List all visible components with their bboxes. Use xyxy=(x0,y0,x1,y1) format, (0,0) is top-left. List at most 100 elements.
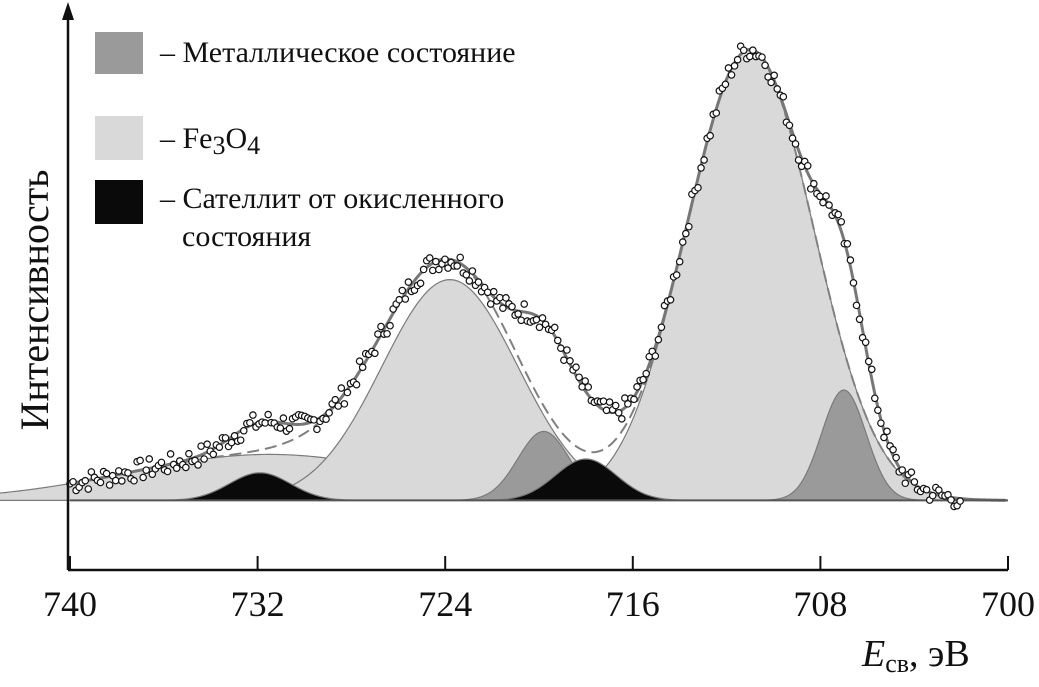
data-point xyxy=(712,109,721,117)
data-point xyxy=(239,426,248,435)
data-point xyxy=(642,369,650,378)
data-point xyxy=(928,491,937,500)
x-axis-label-unit: , эВ xyxy=(909,633,970,675)
data-point xyxy=(575,373,583,382)
data-point xyxy=(456,253,465,262)
data-point xyxy=(145,455,154,463)
data-point xyxy=(374,330,382,338)
data-point xyxy=(398,286,407,295)
data-point xyxy=(194,461,202,469)
data-point xyxy=(883,427,891,436)
data-point xyxy=(264,410,272,419)
data-point xyxy=(69,477,77,486)
x-tick-label: 732 xyxy=(231,584,285,624)
data-point xyxy=(910,478,919,486)
data-point xyxy=(166,450,175,458)
data-point xyxy=(276,424,285,432)
data-point xyxy=(947,496,955,504)
data-point xyxy=(462,271,471,279)
data-point xyxy=(496,293,504,302)
data-point xyxy=(700,156,708,164)
data-point xyxy=(654,335,663,344)
data-point xyxy=(172,464,181,472)
data-point xyxy=(419,265,428,274)
peak-0-2 xyxy=(496,48,1004,501)
data-point xyxy=(114,467,123,475)
data-point xyxy=(666,295,675,304)
data-point xyxy=(678,238,687,246)
data-point xyxy=(352,380,361,389)
data-point xyxy=(404,278,413,286)
data-point xyxy=(468,267,477,275)
data-point xyxy=(325,409,333,417)
data-point xyxy=(355,357,364,366)
data-point xyxy=(810,179,818,188)
data-point xyxy=(416,279,425,288)
data-point xyxy=(697,164,705,172)
data-point xyxy=(922,485,931,494)
data-point xyxy=(331,395,340,404)
x-axis-label-symbol: E xyxy=(861,633,885,675)
data-point xyxy=(681,229,690,238)
data-point xyxy=(630,395,638,404)
fe3o4-envelope-line xyxy=(69,48,983,501)
data-point xyxy=(203,440,211,448)
data-point xyxy=(474,278,483,286)
data-point xyxy=(566,357,574,365)
data-point xyxy=(535,323,544,332)
data-point xyxy=(111,476,120,485)
measured-points xyxy=(66,42,964,511)
data-point xyxy=(727,71,736,79)
data-point xyxy=(852,301,861,310)
data-point xyxy=(221,434,230,442)
data-point xyxy=(550,323,559,332)
data-point xyxy=(599,397,608,405)
x-tick-label: 716 xyxy=(606,584,660,624)
data-point xyxy=(560,356,568,365)
data-point xyxy=(197,442,205,450)
data-point xyxy=(749,46,757,54)
data-point xyxy=(614,408,623,417)
data-point xyxy=(758,53,766,61)
data-point xyxy=(773,85,782,93)
data-point xyxy=(386,321,394,330)
data-point xyxy=(581,377,589,385)
data-point xyxy=(508,302,516,311)
data-point xyxy=(770,71,779,80)
data-point xyxy=(825,201,833,209)
data-point xyxy=(605,398,614,406)
data-point xyxy=(898,466,907,474)
data-point xyxy=(889,445,897,454)
data-point xyxy=(337,384,346,392)
data-point xyxy=(901,479,910,488)
data-point xyxy=(557,344,565,353)
data-point xyxy=(733,55,742,64)
data-point xyxy=(584,383,593,391)
data-point xyxy=(779,92,788,101)
legend-label-satellite-line2: состояния xyxy=(182,220,311,253)
data-point xyxy=(514,310,522,318)
data-point xyxy=(435,265,443,274)
legend-swatch-fe3o4 xyxy=(95,116,143,160)
x-tick-label: 708 xyxy=(793,584,847,624)
component-fills xyxy=(0,48,1004,501)
data-point xyxy=(791,140,800,148)
data-point xyxy=(532,315,541,324)
data-point xyxy=(261,419,269,427)
data-point xyxy=(822,192,830,200)
data-point xyxy=(624,400,632,408)
data-point xyxy=(465,277,474,285)
data-point xyxy=(657,323,666,332)
data-point xyxy=(956,497,964,505)
data-point xyxy=(553,336,562,345)
data-point xyxy=(843,239,852,248)
data-point xyxy=(803,161,812,170)
data-point xyxy=(322,415,330,423)
data-point xyxy=(249,411,257,419)
data-point xyxy=(285,424,294,433)
data-point xyxy=(724,64,733,72)
data-point xyxy=(819,198,827,207)
data-point xyxy=(84,485,93,493)
peak-2-1 xyxy=(463,458,708,501)
